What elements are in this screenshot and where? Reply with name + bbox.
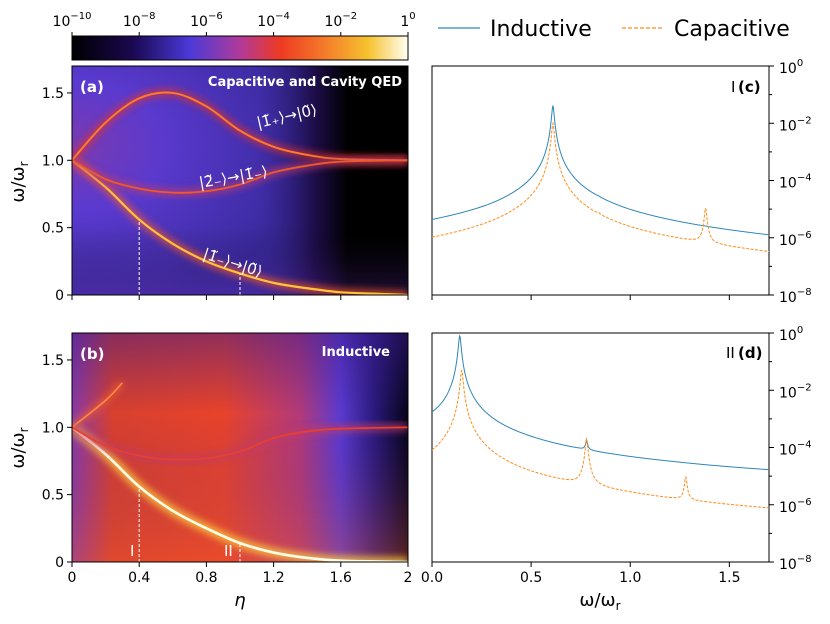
panel-b-ylabel: ω/ωr — [8, 427, 31, 468]
colorbar: 10−10 10−8 10−6 10−4 10−2 10 — [53, 11, 416, 61]
panel-a-title: Capacitive and Cavity QED — [208, 75, 402, 90]
x-tick-label: 0.0 — [421, 570, 443, 586]
panel-b: (b) Inductive I II 0 0.5 1.0 1.5 0 0.4 0.8 1.2 1… — [8, 332, 413, 611]
x-tick-label: 1.2 — [262, 570, 284, 586]
curve-upper_branch — [72, 382, 123, 428]
y-tick-label: 0.5 — [42, 221, 64, 237]
panel-b-label: (b) — [80, 345, 104, 363]
y-tick-label: 1.5 — [42, 353, 64, 369]
spectra-xlabel: ω/ωr — [579, 590, 620, 613]
legend-capacitive-label: Capacitive — [674, 17, 790, 42]
colorbar-tick-label: 10−8 — [123, 11, 156, 30]
panel-b-title: Inductive — [322, 345, 391, 360]
panel-c: I (c) 100 10−2 10−4 10−6 10−8 — [431, 58, 812, 306]
y-tick-label: 1.0 — [42, 153, 64, 169]
curve-two_to_one — [72, 159, 408, 194]
y-tick-label: 0.5 — [42, 488, 64, 504]
y-tick-label: 1.5 — [42, 86, 64, 102]
y-tick-label: 10−2 — [779, 115, 812, 134]
y-tick-label: 10−2 — [779, 382, 812, 401]
y-tick-label: 10−6 — [779, 230, 812, 249]
panel-d: II (d) 100 10−2 10−4 10−6 10−8 0.0 0.5 1.0 1.5 ω… — [421, 325, 812, 613]
y-tick-label: 10−8 — [779, 554, 812, 573]
curve-lower_polariton — [72, 159, 408, 295]
curve-upper_polariton — [72, 91, 408, 162]
series-capacitive — [432, 369, 769, 509]
x-tick-label: 1.5 — [718, 570, 740, 586]
curve-lower_polariton — [72, 426, 408, 562]
y-tick-label: 10−6 — [779, 497, 812, 516]
y-tick-label: 0 — [55, 555, 64, 571]
series-capacitive — [432, 121, 769, 252]
y-tick-label: 100 — [779, 58, 803, 77]
x-tick-label: 0.8 — [195, 570, 217, 586]
colorbar-tick-label: 10−2 — [325, 11, 358, 30]
legend: Inductive Capacitive — [438, 17, 790, 42]
panel-a-ylabel: ω/ωr — [8, 161, 31, 202]
x-tick-label: 1.0 — [619, 570, 641, 586]
x-tick-label: 0.5 — [520, 570, 542, 586]
colorbar-tick-label: 10 — [400, 11, 415, 30]
y-tick-label: 0 — [55, 288, 64, 304]
y-tick-label: 10−4 — [779, 440, 812, 459]
y-tick-label: 10−4 — [779, 173, 812, 192]
panel-d-marker: II — [726, 344, 735, 362]
legend-inductive-label: Inductive — [490, 17, 592, 42]
x-tick-label: 0.4 — [128, 570, 150, 586]
colorbar-tick-label: 10−4 — [257, 11, 290, 30]
panel-a: (a) Capacitive and Cavity QED |1̃₊⟩→|0̃⟩… — [8, 65, 409, 304]
x-tick-label: 0 — [68, 570, 77, 586]
panel-d-label: (d) — [738, 344, 762, 362]
y-tick-label: 10−8 — [779, 287, 812, 306]
marker-I-label: I — [130, 542, 134, 560]
curve-two_to_one — [72, 426, 408, 461]
x-tick-label: 2 — [404, 570, 413, 586]
y-tick-label: 1.0 — [42, 420, 64, 436]
panel-c-marker: I — [731, 78, 735, 96]
panel-b-xlabel: η — [234, 590, 245, 611]
y-tick-label: 100 — [779, 325, 803, 344]
colorbar-tick-label: 10−6 — [190, 11, 223, 30]
panel-c-label: (c) — [738, 78, 761, 96]
colorbar-gradient — [71, 35, 409, 61]
marker-II-label: II — [224, 542, 233, 560]
series-inductive — [432, 334, 769, 471]
panel-a-label: (a) — [80, 78, 104, 96]
x-tick-label: 1.6 — [330, 570, 352, 586]
series-inductive — [432, 104, 769, 236]
colorbar-tick-label: 10−10 — [53, 11, 92, 30]
